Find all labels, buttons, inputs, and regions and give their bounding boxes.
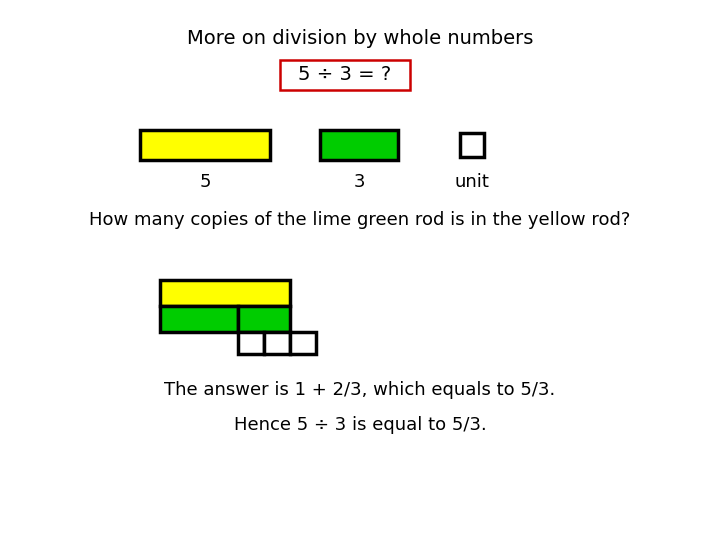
- Text: Hence 5 ÷ 3 is equal to 5/3.: Hence 5 ÷ 3 is equal to 5/3.: [233, 416, 487, 434]
- FancyBboxPatch shape: [280, 60, 410, 90]
- FancyBboxPatch shape: [160, 306, 238, 332]
- Text: unit: unit: [454, 173, 490, 191]
- FancyBboxPatch shape: [290, 332, 316, 354]
- FancyBboxPatch shape: [320, 130, 398, 160]
- Text: 5: 5: [199, 173, 211, 191]
- FancyBboxPatch shape: [264, 332, 290, 354]
- Text: The answer is 1 + 2/3, which equals to 5/3.: The answer is 1 + 2/3, which equals to 5…: [164, 381, 556, 399]
- Text: More on division by whole numbers: More on division by whole numbers: [186, 29, 534, 48]
- FancyBboxPatch shape: [160, 280, 290, 306]
- FancyBboxPatch shape: [460, 133, 484, 157]
- Text: 5 ÷ 3 = ?: 5 ÷ 3 = ?: [298, 65, 392, 84]
- FancyBboxPatch shape: [140, 130, 270, 160]
- Text: How many copies of the lime green rod is in the yellow rod?: How many copies of the lime green rod is…: [89, 211, 631, 229]
- FancyBboxPatch shape: [238, 306, 290, 332]
- Text: 3: 3: [354, 173, 365, 191]
- FancyBboxPatch shape: [238, 332, 264, 354]
